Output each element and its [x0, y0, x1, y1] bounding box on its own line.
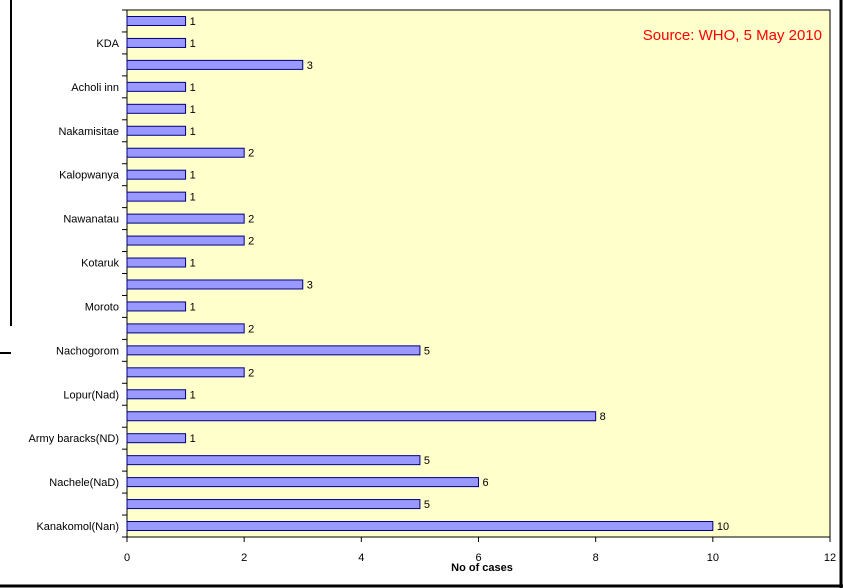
category-label: Nawanatau: [63, 214, 119, 226]
data-label: 6: [483, 477, 489, 489]
data-label: 1: [190, 126, 196, 138]
x-tick-label: 6: [475, 552, 481, 564]
data-label: 1: [190, 16, 196, 28]
bar: [126, 499, 421, 510]
bar: [126, 103, 187, 114]
x-tick-label: 10: [707, 552, 719, 564]
bar: [126, 301, 187, 312]
bar: [126, 367, 245, 378]
data-label: 5: [424, 455, 430, 467]
data-label: 2: [248, 323, 254, 335]
bar: [126, 521, 714, 532]
data-label: 1: [190, 170, 196, 182]
data-label: 3: [307, 279, 313, 291]
category-label: Moroto: [85, 301, 119, 313]
category-label: KDA: [96, 38, 119, 50]
bar: [126, 235, 245, 246]
data-label: 10: [717, 521, 729, 533]
data-label: 3: [307, 60, 313, 72]
data-label: 1: [190, 82, 196, 94]
bar: [126, 213, 245, 224]
bar: [126, 279, 304, 290]
bar: [126, 59, 304, 70]
data-label: 2: [248, 148, 254, 160]
bar: [126, 81, 187, 92]
x-tick-label: 4: [358, 552, 364, 564]
bar: [126, 345, 421, 356]
category-label: Kotaruk: [81, 258, 119, 270]
data-label: 1: [190, 192, 196, 204]
bar: [126, 433, 187, 444]
bar: [126, 389, 187, 400]
bar: [126, 257, 187, 268]
data-label: 5: [424, 499, 430, 511]
data-label: 2: [248, 367, 254, 379]
bar: [126, 191, 187, 202]
plot-area: [126, 9, 831, 538]
x-tick-label: 12: [824, 552, 836, 564]
bar: [126, 147, 245, 158]
data-label: 5: [424, 345, 430, 357]
data-label: 1: [190, 104, 196, 116]
x-axis: 0 2 4 6 8 10 12: [124, 537, 836, 564]
bar: [126, 15, 187, 26]
bar: [126, 455, 421, 466]
category-label: Kanakomol(Nan): [36, 521, 119, 533]
x-axis-title: No of cases: [451, 562, 513, 574]
category-label: Army baracks(ND): [29, 433, 119, 445]
bar: [126, 169, 187, 180]
x-tick-label: 2: [241, 552, 247, 564]
category-label: Lopur(Nad): [63, 389, 119, 401]
bar: [126, 37, 187, 48]
bar: [126, 477, 479, 488]
category-label: Acholi inn: [71, 82, 119, 94]
data-label: 1: [190, 258, 196, 270]
bar: [126, 125, 187, 136]
data-label: 1: [190, 301, 196, 313]
x-tick-label: 0: [124, 552, 130, 564]
data-label: 8: [600, 411, 606, 423]
x-tick-label: 8: [593, 552, 599, 564]
category-label: Nachele(NaD): [49, 477, 119, 489]
data-label: 1: [190, 389, 196, 401]
data-label: 2: [248, 236, 254, 248]
source-annotation: Source: WHO, 5 May 2010: [643, 27, 822, 44]
data-label: 2: [248, 214, 254, 226]
category-label: Nakamisitae: [58, 126, 119, 138]
category-label: Nachogorom: [56, 345, 119, 357]
data-label: 1: [190, 433, 196, 445]
data-label: 1: [190, 38, 196, 50]
bar: [126, 323, 245, 334]
y-axis: KDA Acholi inn Nakamisitae Kalopwanya Nawana…: [29, 9, 127, 538]
category-label: Kalopwanya: [59, 170, 120, 182]
bar: [126, 411, 597, 422]
